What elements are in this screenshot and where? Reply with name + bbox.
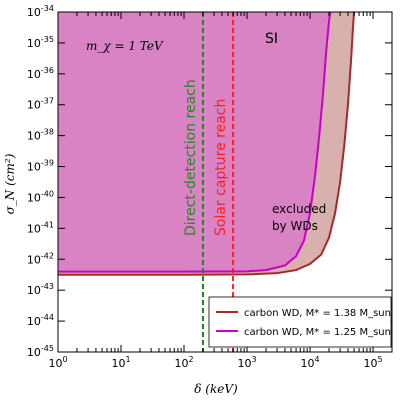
- exclusion-curves: [58, 11, 356, 276]
- y-tick-label: 10-39: [27, 159, 54, 174]
- y-tick-label: 10-36: [27, 66, 54, 81]
- series-line-2: [58, 11, 332, 273]
- y-tick-label: 10-35: [27, 35, 54, 50]
- direct-detection-label: Direct-detection reach: [183, 79, 199, 236]
- plot-frame: [57, 11, 393, 353]
- exclusion-fills: [58, 12, 355, 275]
- si-annotation: SI: [265, 31, 278, 47]
- y-tick-label: 10-34: [27, 4, 54, 19]
- y-tick-label: 10-44: [27, 313, 54, 328]
- x-tick-label: 102: [174, 355, 193, 370]
- ticks: [57, 11, 393, 353]
- y-tick-label: 10-41: [27, 220, 54, 235]
- y-tick-label: 10-42: [27, 251, 54, 266]
- y-tick-label: 10-45: [27, 344, 54, 359]
- solar-capture-label: Solar capture reach: [213, 99, 229, 236]
- tick-labels: 100 101 102 103 104 105 10-34 10-35 10-36 10-37 10…: [27, 4, 383, 370]
- y-tick-label: 10-38: [27, 128, 54, 143]
- y-tick-label: 10-43: [27, 282, 54, 297]
- y-axis-label: σ_N (cm²): [3, 153, 17, 214]
- x-tick-label: 103: [237, 355, 256, 370]
- y-tick-label: 10-40: [27, 189, 54, 204]
- x-tick-label: 104: [300, 355, 319, 370]
- x-tick-label: 105: [363, 355, 382, 370]
- excluded-annotation-line1: excluded: [272, 202, 326, 216]
- legend-box: [208, 296, 392, 348]
- x-tick-label: 101: [111, 355, 130, 370]
- legend-label-1: carbon WD, M* = 1.38 M_sun: [244, 308, 391, 319]
- x-axis-label: δ (keV): [194, 382, 238, 396]
- x-tick-label: 100: [48, 355, 67, 370]
- exclusion-fill-2: [58, 12, 331, 272]
- mass-annotation: m_χ = 1 TeV: [86, 39, 164, 53]
- y-tick-label: 10-37: [27, 97, 54, 112]
- legend-label-2: carbon WD, M* = 1.25 M_sun: [244, 327, 391, 338]
- reach-lines: [201, 12, 235, 352]
- legend: carbon WD, M* = 1.38 M_sun carbon WD, M*…: [208, 296, 392, 348]
- series-line-1: [58, 11, 356, 276]
- excluded-annotation-line2: by WDs: [272, 219, 318, 233]
